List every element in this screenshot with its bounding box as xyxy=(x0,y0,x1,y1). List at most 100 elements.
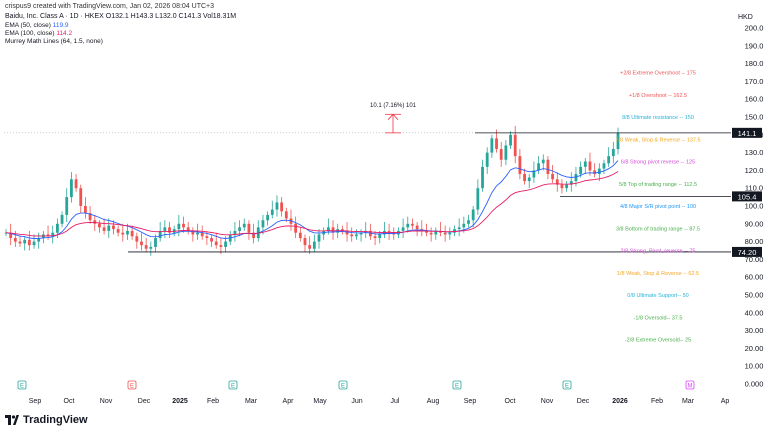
candle-body xyxy=(60,214,64,224)
murrey-level-label: 0/8 Ultimate Support-- 50 xyxy=(627,293,688,299)
y-tick-label: 10.00 xyxy=(745,362,764,371)
candle-body xyxy=(107,225,111,231)
event-marker-icon xyxy=(127,380,137,390)
candle-body xyxy=(331,227,335,233)
event-marker-icon xyxy=(685,380,695,390)
candle-body xyxy=(583,161,587,167)
price-label-box xyxy=(732,246,762,257)
murrey-level-label: 4/8 Major S/R pivot point -- 100 xyxy=(620,204,696,210)
x-tick-label: Dec xyxy=(138,398,151,405)
candle-body xyxy=(32,241,36,246)
candle-body xyxy=(443,232,447,235)
candle-body xyxy=(182,223,185,228)
murrey-level-label: 2/8 Strong, Pivot, reverse -- 75 xyxy=(621,249,696,255)
measure-label: 10.1 (7.16%) 101 xyxy=(370,103,417,109)
candle-body xyxy=(294,223,298,233)
y-tick-label: 0.000 xyxy=(745,380,764,389)
ema100-label: EMA (100, close) xyxy=(5,30,55,37)
x-tick-label: Nov xyxy=(541,398,554,405)
candle-body xyxy=(84,206,87,214)
event-marker-icon xyxy=(17,380,27,390)
murrey-level-label: -2/8 Extreme Oversold-- 25 xyxy=(625,338,691,344)
y-tick-label: 130.0 xyxy=(745,148,764,157)
x-tick-label: 2026 xyxy=(612,398,628,405)
candle-body xyxy=(79,188,83,206)
candle-body xyxy=(551,173,554,180)
x-tick-label: Feb xyxy=(207,398,219,405)
y-tick-label: 170.0 xyxy=(745,77,764,86)
candle-body xyxy=(163,227,167,231)
ema50-legend[interactable]: EMA (50, close) 119.9 xyxy=(5,22,69,29)
candle-body xyxy=(411,223,414,226)
candle-body xyxy=(116,229,120,233)
candle-body xyxy=(434,230,438,235)
ema100-line xyxy=(5,171,619,237)
candle-body xyxy=(406,223,410,228)
candle-body xyxy=(401,227,405,231)
candle-body xyxy=(140,241,143,246)
candle-body xyxy=(476,188,480,210)
candle-body xyxy=(611,149,615,157)
candle-body xyxy=(9,232,13,239)
candle-body xyxy=(214,241,218,246)
x-tick-label: Feb xyxy=(651,398,663,405)
candle-body xyxy=(303,238,307,246)
murrey-legend[interactable]: Murrey Math Lines (64, 1.5, none) xyxy=(5,38,103,45)
murrey-level-label: 5/8 Top of trading range -- 112.5 xyxy=(619,182,697,188)
candle-body xyxy=(579,166,583,174)
ema50-line xyxy=(5,160,619,239)
price-label-box xyxy=(732,127,762,138)
candle-body xyxy=(499,149,503,160)
candle-body xyxy=(513,134,517,157)
murrey-level-label: +1/8 Overshoot -- 162.5 xyxy=(629,93,687,99)
x-tick-label: Oct xyxy=(64,398,75,405)
candle-body xyxy=(70,179,73,198)
murrey-level-label: 7/8 Weak, Stop & Reverse -- 137.5 xyxy=(615,137,700,143)
y-tick-label: 120.0 xyxy=(745,166,764,175)
x-tick-label: Ap xyxy=(721,398,730,405)
candle-body xyxy=(177,223,181,230)
candle-body xyxy=(252,232,256,239)
y-tick-label: 70.00 xyxy=(745,255,764,264)
ema50-value: 119.9 xyxy=(52,22,69,29)
event-marker-label: E xyxy=(565,384,569,390)
candle-body xyxy=(354,234,358,237)
murrey-level-label: 6/8 Strong pivot reverse -- 125 xyxy=(621,160,695,166)
murrey-level-label: 3/8 Bottom of trading range -- 87.5 xyxy=(616,226,700,232)
candle-body xyxy=(149,246,153,249)
ema50-label: EMA (50, close) xyxy=(5,22,51,29)
candle-body xyxy=(308,245,312,249)
candle-body xyxy=(597,168,601,174)
candle-body xyxy=(560,184,564,189)
x-tick-label: Aug xyxy=(427,398,440,405)
candle-body xyxy=(541,159,545,164)
candle-body xyxy=(65,197,69,215)
candle-body xyxy=(126,230,129,235)
candle-body xyxy=(93,220,97,224)
candle-body xyxy=(210,238,213,242)
candle-body xyxy=(602,163,606,169)
y-tick-label: 30.00 xyxy=(745,326,764,335)
candle-body xyxy=(275,202,279,210)
candle-body xyxy=(200,232,204,237)
candle-body xyxy=(247,223,251,233)
event-marker-icon xyxy=(452,380,462,390)
candle-body xyxy=(453,229,456,233)
candle-body xyxy=(242,223,246,228)
candle-body xyxy=(168,227,171,233)
murrey-level-label: 8/8 Ultimate resistance -- 150 xyxy=(622,115,694,121)
murrey-level-label: +2/8 Extreme Overshoot -- 175 xyxy=(620,71,696,77)
candle-body xyxy=(23,239,27,244)
event-marker-label: E xyxy=(231,384,235,390)
ticker-ohlc-line[interactable]: Baidu, Inc. Class A · 1D · HKEX O132.1 H… xyxy=(5,13,237,20)
candle-body xyxy=(298,232,302,239)
candle-body xyxy=(481,166,484,189)
ema100-legend[interactable]: EMA (100, close) 114.2 xyxy=(5,30,72,37)
y-tick-label: 190.0 xyxy=(745,41,764,50)
candle-body xyxy=(490,138,494,153)
candle-body xyxy=(471,209,475,221)
y-tick-label: 80.00 xyxy=(745,237,764,246)
candle-body xyxy=(280,202,284,212)
